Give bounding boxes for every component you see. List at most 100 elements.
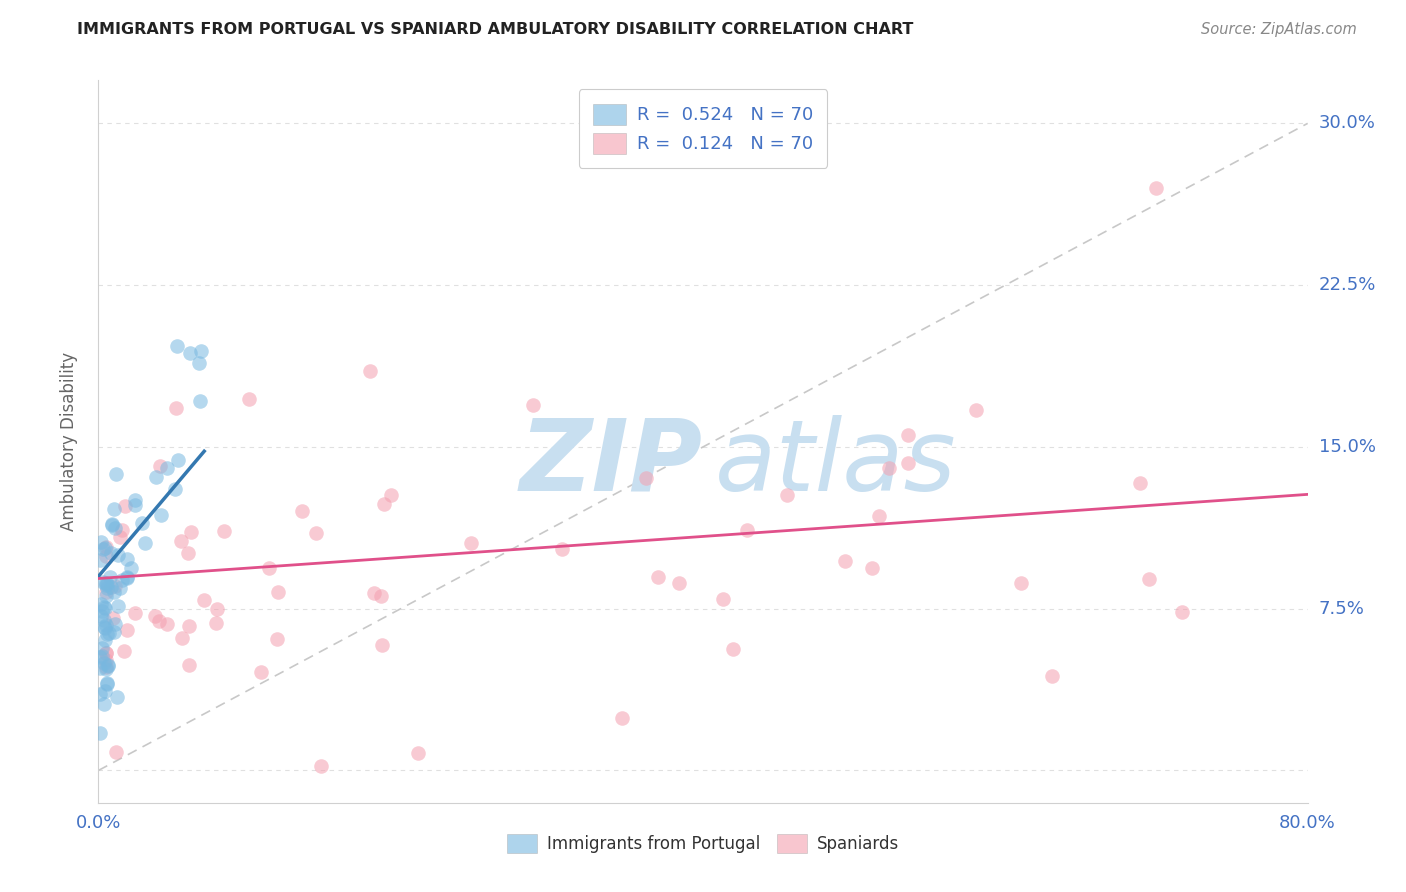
Point xyxy=(111,573,134,587)
Point xyxy=(94,622,117,636)
Point xyxy=(860,560,883,574)
Point xyxy=(94,578,117,592)
Point xyxy=(93,620,115,634)
Point xyxy=(834,554,856,568)
Legend: Immigrants from Portugal, Spaniards: Immigrants from Portugal, Spaniards xyxy=(494,821,912,867)
Point xyxy=(90,603,112,617)
Point xyxy=(193,592,215,607)
Point xyxy=(257,561,280,575)
Point xyxy=(309,759,332,773)
Point xyxy=(1171,605,1194,619)
Point xyxy=(93,698,115,712)
Text: atlas: atlas xyxy=(716,415,956,512)
Point xyxy=(150,508,173,522)
Point xyxy=(167,453,190,467)
Point xyxy=(93,613,115,627)
Y-axis label: Ambulatory Disability: Ambulatory Disability xyxy=(59,352,77,531)
Point xyxy=(105,745,128,759)
Point xyxy=(172,631,194,645)
Point xyxy=(124,499,146,513)
Point xyxy=(96,677,118,691)
Point xyxy=(380,487,402,501)
Point xyxy=(96,576,118,591)
Point xyxy=(190,344,212,359)
Point xyxy=(148,614,170,628)
Point xyxy=(100,580,122,594)
Point xyxy=(90,608,112,623)
Point xyxy=(97,659,120,673)
Point xyxy=(104,616,127,631)
Point xyxy=(111,523,134,537)
Point xyxy=(105,690,128,704)
Point xyxy=(166,339,188,353)
Point xyxy=(124,606,146,620)
Point xyxy=(112,643,135,657)
Point xyxy=(94,600,117,615)
Text: 15.0%: 15.0% xyxy=(1319,438,1375,456)
Point xyxy=(98,570,121,584)
Point xyxy=(205,615,228,630)
Point xyxy=(97,626,120,640)
Point xyxy=(103,585,125,599)
Point xyxy=(776,488,799,502)
Point xyxy=(165,401,187,415)
Point xyxy=(90,598,112,612)
Point xyxy=(134,536,156,550)
Point xyxy=(114,499,136,513)
Point xyxy=(103,611,125,625)
Point xyxy=(721,642,744,657)
Point xyxy=(94,584,117,599)
Point xyxy=(120,561,142,575)
Point xyxy=(105,467,128,481)
Point xyxy=(1144,181,1167,195)
Point xyxy=(96,618,118,632)
Point xyxy=(96,676,118,690)
Text: ZIP: ZIP xyxy=(520,415,703,512)
Point xyxy=(1010,576,1032,591)
Point xyxy=(179,345,201,359)
Point xyxy=(107,549,129,563)
Point xyxy=(305,525,328,540)
Point xyxy=(89,687,111,701)
Point xyxy=(1040,669,1063,683)
Point xyxy=(360,364,382,378)
Point xyxy=(188,355,211,369)
Point xyxy=(188,393,211,408)
Point xyxy=(94,662,117,676)
Point xyxy=(115,552,138,566)
Point xyxy=(180,524,202,539)
Point xyxy=(108,530,131,544)
Point xyxy=(94,684,117,698)
Point xyxy=(93,600,115,615)
Point xyxy=(212,524,235,538)
Point xyxy=(143,609,166,624)
Point xyxy=(373,497,395,511)
Point xyxy=(460,535,482,549)
Text: 30.0%: 30.0% xyxy=(1319,114,1375,132)
Point xyxy=(124,492,146,507)
Point xyxy=(91,649,114,664)
Point xyxy=(91,542,114,557)
Point xyxy=(94,575,117,590)
Point xyxy=(370,589,392,603)
Point xyxy=(96,627,118,641)
Point xyxy=(94,541,117,555)
Point xyxy=(89,650,111,665)
Point xyxy=(156,616,179,631)
Point xyxy=(94,549,117,563)
Point xyxy=(89,726,111,740)
Point xyxy=(149,459,172,474)
Point xyxy=(868,508,890,523)
Point xyxy=(897,456,920,470)
Point xyxy=(551,542,574,557)
Point xyxy=(205,601,228,615)
Point xyxy=(104,521,127,535)
Point xyxy=(1129,475,1152,490)
Point xyxy=(94,647,117,661)
Point xyxy=(96,581,118,595)
Text: 22.5%: 22.5% xyxy=(1319,277,1376,294)
Point xyxy=(101,518,124,533)
Point xyxy=(711,591,734,606)
Point xyxy=(91,575,114,590)
Point xyxy=(266,632,288,646)
